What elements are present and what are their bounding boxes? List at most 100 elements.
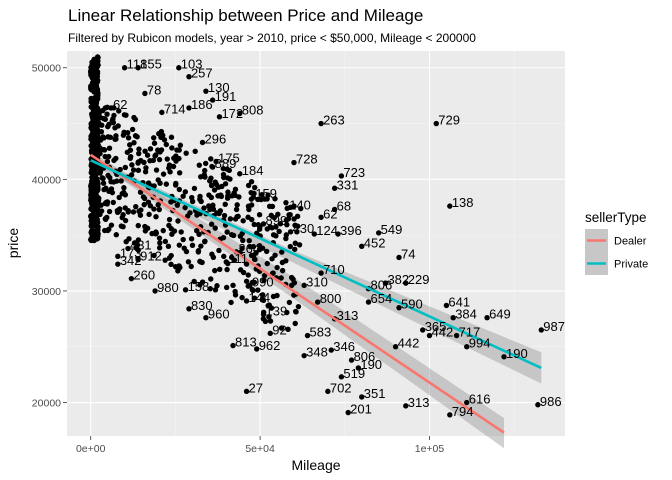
data-point <box>164 156 170 162</box>
data-point <box>191 185 198 192</box>
labeled-point <box>464 399 470 406</box>
data-point <box>284 309 290 316</box>
point-label: 190 <box>506 346 528 361</box>
data-point <box>104 214 110 221</box>
labeled-point <box>247 282 253 289</box>
data-point <box>142 148 148 154</box>
labeled-point <box>365 299 372 305</box>
data-point <box>157 180 163 186</box>
point-label: 830 <box>191 298 213 313</box>
data-point <box>116 206 123 212</box>
data-point <box>173 158 179 164</box>
labeled-point <box>243 298 250 304</box>
data-point <box>141 201 147 208</box>
labeled-point <box>420 327 426 333</box>
data-point <box>107 174 113 181</box>
data-point <box>286 212 292 218</box>
point-label: 806 <box>371 278 393 293</box>
point-label: 263 <box>323 113 345 128</box>
point-label: 519 <box>343 366 365 381</box>
data-point <box>88 218 95 224</box>
point-label: 313 <box>408 395 430 410</box>
labeled-point <box>237 110 243 117</box>
data-point <box>208 221 215 227</box>
data-point <box>270 232 277 238</box>
data-point <box>113 232 120 238</box>
data-point <box>156 156 163 163</box>
labeled-point <box>426 332 433 339</box>
data-point <box>212 267 218 274</box>
labeled-point <box>182 287 189 293</box>
data-point <box>249 216 255 223</box>
point-label: 987 <box>543 319 565 334</box>
data-point <box>266 314 272 320</box>
point-label: 714 <box>164 101 186 116</box>
data-point <box>261 272 268 279</box>
data-point <box>145 180 152 186</box>
data-point <box>249 286 255 293</box>
data-point <box>162 238 169 245</box>
data-point <box>276 228 282 235</box>
point-label: 74 <box>401 246 415 261</box>
data-point <box>134 242 141 248</box>
data-point <box>144 152 151 158</box>
data-point <box>156 235 163 241</box>
data-point <box>224 229 230 235</box>
data-point <box>216 247 222 254</box>
point-label: 140 <box>289 197 311 212</box>
y-tick-label: 20000 <box>32 398 61 410</box>
labeled-point <box>186 73 192 80</box>
point-label: 960 <box>208 307 230 322</box>
data-point <box>125 209 131 215</box>
data-point <box>93 88 99 94</box>
data-point <box>130 167 137 173</box>
data-point <box>112 136 118 142</box>
labeled-point <box>142 90 148 97</box>
labeled-point <box>447 203 453 209</box>
point-label: 813 <box>235 335 257 350</box>
data-point <box>172 263 179 270</box>
data-point <box>130 209 137 215</box>
data-point <box>94 179 101 185</box>
point-label: 986 <box>540 394 562 409</box>
labeled-point <box>243 388 250 395</box>
data-point <box>189 242 196 249</box>
point-label: 103 <box>181 57 203 72</box>
labeled-point <box>301 352 307 359</box>
data-point <box>256 242 263 249</box>
data-point <box>123 112 129 118</box>
labeled-point <box>375 230 382 236</box>
data-point <box>169 145 175 151</box>
data-point <box>114 178 120 184</box>
data-point <box>222 201 228 208</box>
point-label: 190 <box>360 357 382 372</box>
labeled-point <box>260 311 267 318</box>
labeled-point <box>328 347 334 353</box>
data-point <box>267 318 274 324</box>
data-point <box>141 195 148 202</box>
labeled-point <box>314 299 321 305</box>
data-point <box>229 193 235 199</box>
data-point <box>95 202 101 209</box>
data-point <box>88 149 95 156</box>
data-point <box>239 294 245 301</box>
point-label: 641 <box>448 294 470 309</box>
point-label: 130 <box>208 80 230 95</box>
point-label: 351 <box>364 386 386 401</box>
data-point <box>88 99 94 105</box>
data-point <box>206 192 212 198</box>
data-point <box>133 203 139 210</box>
data-point <box>122 205 128 211</box>
data-point <box>107 134 114 141</box>
data-point <box>97 150 103 157</box>
data-point <box>224 266 230 273</box>
data-point <box>254 230 260 236</box>
data-point <box>131 114 137 121</box>
data-point <box>90 201 97 208</box>
data-point <box>279 249 285 255</box>
data-point <box>106 145 113 151</box>
data-point <box>222 181 229 187</box>
data-point <box>100 180 107 186</box>
data-point <box>120 212 126 218</box>
point-label: 186 <box>191 97 213 112</box>
